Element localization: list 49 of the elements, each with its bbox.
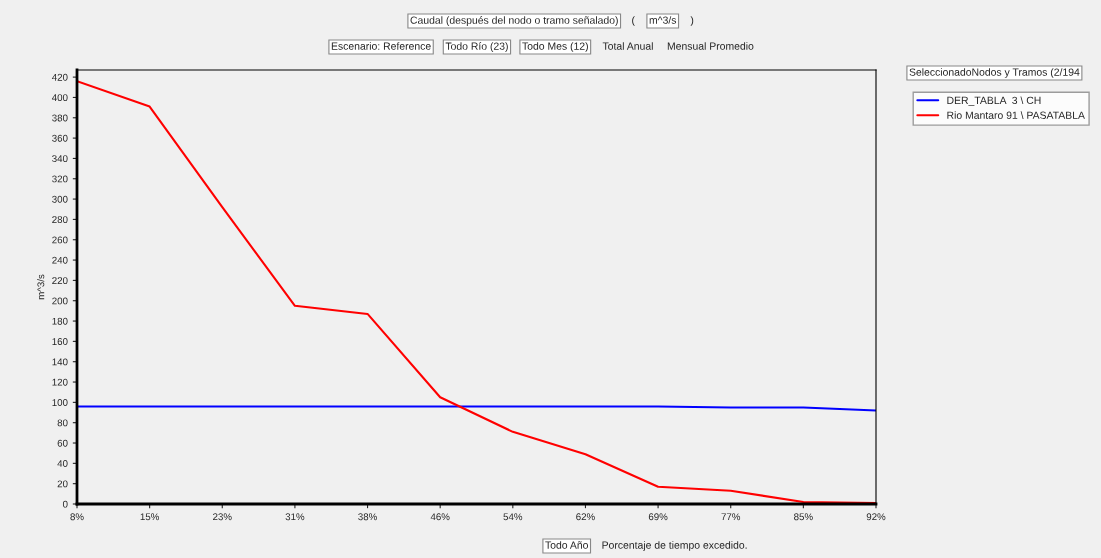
y-tick-label: 360	[52, 134, 68, 142]
text: m^3/s	[649, 16, 677, 24]
y-tick-label: 140	[52, 358, 68, 366]
legend-label: Rio Mantaro 91 \ PASATABLA	[947, 111, 1085, 119]
y-tick-label: 60	[57, 439, 68, 447]
y-tick-label: 0	[62, 500, 68, 508]
y-tick-label: 220	[52, 277, 68, 285]
y-tick-label: 180	[52, 317, 68, 325]
y-tick-label: 240	[52, 256, 68, 264]
x-tick-label: 54%	[503, 513, 523, 521]
text: Escenario: Reference	[331, 42, 431, 50]
text: Todo Río (23)	[445, 42, 508, 52]
x-tick-label: 62%	[576, 513, 595, 521]
y-tick-label: 120	[52, 378, 68, 386]
legend-label: DER_TABLA 3 \ CH	[947, 96, 1041, 106]
text: )	[690, 16, 694, 26]
y-tick-label: 260	[52, 236, 68, 244]
y-tick-label: 400	[51, 94, 68, 102]
y-tick-label: 420	[51, 73, 68, 81]
x-axis-title: Porcentaje de tiempo excedido.	[602, 541, 747, 551]
y-tick-label: 280	[52, 216, 68, 224]
y-tick-label: 380	[52, 114, 68, 122]
x-tick-label: 15%	[140, 513, 160, 521]
y-tick-label: 20	[57, 480, 68, 488]
y-tick-label: 340	[52, 155, 68, 163]
text: Mensual Promedio	[667, 42, 754, 50]
y-tick-label: 320	[52, 175, 68, 183]
y-tick-label: 40	[57, 460, 68, 467]
text: Total Anual	[602, 42, 653, 50]
y-tick-label: 300	[52, 195, 68, 203]
x-tick-label: 69%	[648, 513, 668, 521]
text: SeleccionadoNodos y Tramos (2/194	[909, 68, 1080, 78]
x-tick-label: 92%	[866, 513, 886, 521]
y-axis-title: m^3/s	[37, 274, 45, 300]
chart-title: Caudal (después del nodo o tramo señalado)	[410, 16, 618, 26]
x-tick-label: 23%	[213, 513, 232, 521]
x-tick-label: 77%	[721, 513, 741, 521]
x-tick-label: 31%	[285, 513, 305, 521]
x-tick-label: 8%	[70, 513, 84, 521]
y-tick-label: 100	[52, 399, 68, 406]
x-tick-label: 38%	[358, 513, 377, 521]
x-tick-label: 46%	[430, 513, 450, 521]
x-tick-label: 85%	[794, 513, 813, 521]
y-tick-label: 160	[52, 338, 68, 345]
text: (	[632, 16, 635, 26]
text: Todo Mes (12)	[522, 42, 588, 52]
text: Todo Año	[545, 541, 588, 549]
y-tick-label: 200	[52, 297, 68, 305]
y-tick-label: 80	[57, 419, 68, 427]
